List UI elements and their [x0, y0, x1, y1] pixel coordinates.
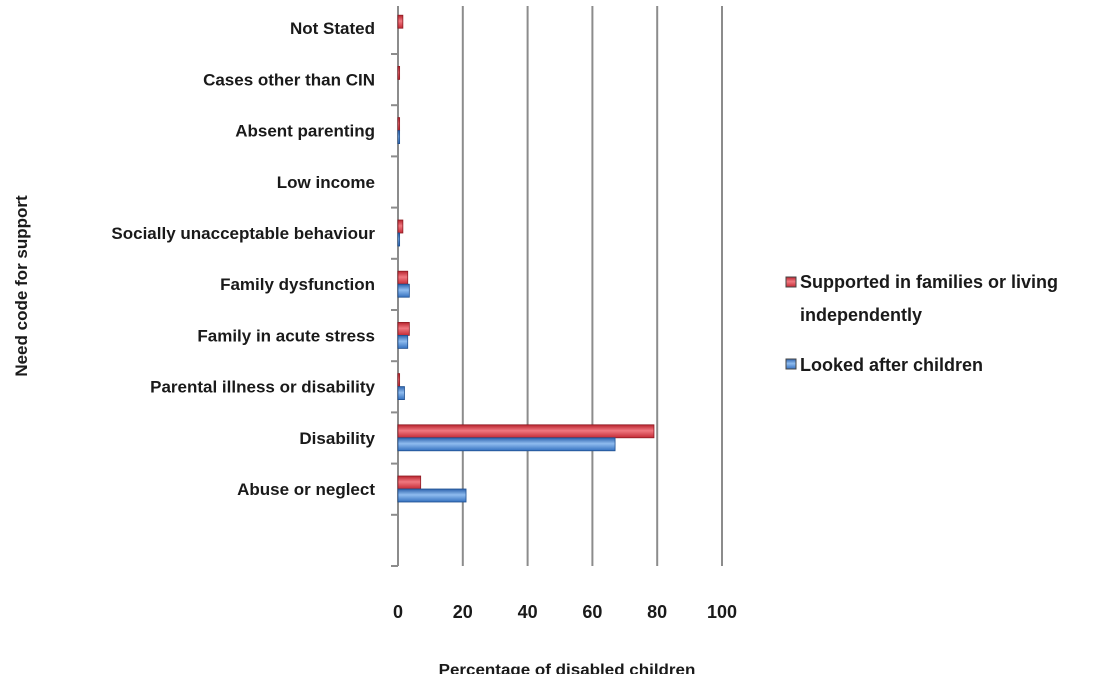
legend-item-looked-after: Looked after children: [785, 355, 983, 375]
bars: [397, 14, 655, 503]
bar-looked-after: [397, 130, 401, 145]
axes: [391, 6, 399, 567]
bar-looked-after: [397, 488, 467, 503]
category-label: Cases other than CIN: [203, 70, 375, 89]
x-tick-labels: 0 20 40 60 80 100: [393, 602, 737, 622]
category-label: Family dysfunction: [220, 275, 375, 294]
gridlines: [461, 6, 723, 566]
category-label: Parental illness or disability: [150, 378, 375, 397]
category-label: Socially unacceptable behaviour: [111, 224, 375, 243]
legend: Supported in families or living independ…: [785, 272, 1058, 375]
bar-looked-after: [397, 334, 409, 349]
category-label: Not Stated: [290, 19, 375, 38]
bar-supported: [397, 373, 401, 388]
bar-supported: [397, 475, 422, 490]
bar-looked-after: [397, 283, 410, 298]
category-label: Disability: [299, 429, 375, 448]
legend-label-supported-line1: Supported in families or living: [800, 272, 1058, 292]
legend-label-supported-line2: independently: [800, 305, 922, 325]
legend-item-supported: Supported in families or living independ…: [785, 272, 1058, 325]
x-tick-label: 80: [647, 602, 667, 622]
category-label: Low income: [277, 173, 375, 192]
category-label: Abuse or neglect: [237, 480, 375, 499]
bar-supported: [397, 66, 401, 80]
x-tick-label: 0: [393, 602, 403, 622]
category-labels: Abuse or neglect Disability Parental illne…: [111, 19, 375, 499]
bar-looked-after: [397, 437, 616, 452]
x-tick-label: 100: [707, 602, 737, 622]
bar-supported: [397, 321, 410, 336]
bar-looked-after: [397, 232, 401, 247]
bar-supported: [397, 424, 655, 439]
x-tick-label: 20: [453, 602, 473, 622]
bar-supported: [397, 219, 404, 234]
y-axis-title: Need code for support: [12, 195, 31, 377]
legend-swatch-supported: [785, 276, 797, 288]
bar-looked-after: [397, 386, 405, 401]
category-label: Family in acute stress: [197, 326, 375, 345]
x-axis-title: Percentage of disabled children: [439, 662, 696, 674]
x-tick-label: 40: [518, 602, 538, 622]
x-tick-label: 60: [582, 602, 602, 622]
legend-swatch-looked-after: [785, 358, 797, 370]
bar-supported: [397, 270, 409, 285]
bar-supported: [397, 14, 404, 29]
bar-supported: [397, 117, 401, 131]
legend-label-looked-after: Looked after children: [800, 355, 983, 375]
category-label: Absent parenting: [235, 122, 375, 141]
